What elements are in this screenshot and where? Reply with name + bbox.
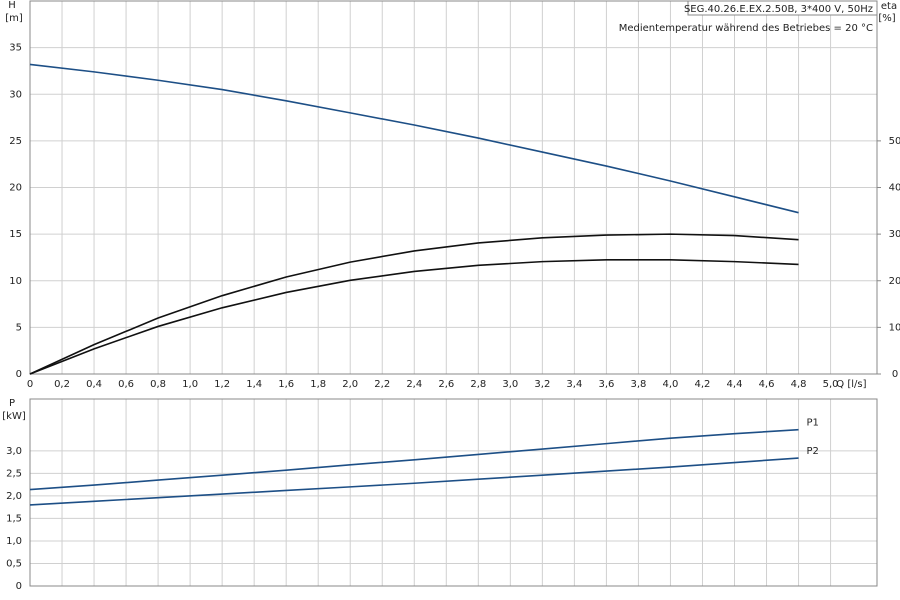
y-tick-label: 0	[16, 369, 22, 380]
y2-tick-label: 30	[889, 229, 900, 240]
x-tick-label: 5,0	[823, 379, 839, 390]
annotation: Medientemperatur während des Betriebes =…	[619, 23, 873, 34]
x-tick-label: 3,8	[630, 379, 646, 390]
series-label: P2	[807, 446, 819, 457]
y-tick-label: 10	[9, 276, 22, 287]
y2-tick-label: 40	[889, 183, 900, 194]
x-tick-label: 2,2	[374, 379, 390, 390]
series-line	[29, 63, 799, 214]
x-tick-label: 0,8	[150, 379, 166, 390]
x-tick-label: 0,6	[118, 379, 134, 390]
y2-tick-label: 50	[889, 136, 900, 147]
y-tick-label: 1,5	[6, 513, 22, 524]
x-tick-label: 3,4	[566, 379, 582, 390]
series-line	[29, 233, 799, 375]
y-axis-label: P	[9, 398, 15, 409]
x-tick-label: 2,6	[438, 379, 454, 390]
y-tick-label: 25	[9, 136, 22, 147]
series-label: P1	[807, 418, 819, 429]
y-tick-label: 0	[16, 581, 22, 592]
y-tick-label: 30	[9, 89, 22, 100]
x-tick-label: 1,6	[278, 379, 294, 390]
y2-axis-unit: [%]	[878, 13, 895, 24]
y2-tick-label: 0	[892, 369, 898, 380]
y2-axis-label: eta	[881, 1, 897, 12]
x-tick-label: 1,0	[182, 379, 198, 390]
y2-tick-label: 10	[889, 322, 900, 333]
x-tick-label: 2,4	[406, 379, 422, 390]
x-tick-label: 2,8	[470, 379, 486, 390]
x-tick-label: 0,4	[86, 379, 102, 390]
plot-frame	[29, 398, 878, 587]
x-tick-label: 1,4	[246, 379, 262, 390]
series-line	[29, 428, 799, 491]
y-tick-label: 15	[9, 229, 22, 240]
y-tick-label: 0,5	[6, 558, 22, 569]
x-tick-label: 0,2	[54, 379, 70, 390]
series-line	[29, 258, 799, 375]
title-box	[687, 0, 878, 16]
x-tick-label: 4,8	[791, 379, 807, 390]
x-axis-label: Q [l/s]	[836, 379, 866, 390]
x-tick-label: 4,4	[727, 379, 743, 390]
x-tick-label: 3,0	[502, 379, 518, 390]
y2-tick-label: 20	[889, 276, 900, 287]
plot-frame	[29, 0, 878, 375]
y-tick-label: 35	[9, 43, 22, 54]
y-axis-unit: [kW]	[2, 411, 26, 422]
x-tick-label: 3,6	[598, 379, 614, 390]
x-tick-label: 4,0	[663, 379, 679, 390]
y-tick-label: 2,0	[6, 491, 22, 502]
y-tick-label: 20	[9, 183, 22, 194]
series-line	[29, 457, 799, 506]
y-axis-unit: [m]	[5, 13, 23, 24]
y-axis-label: H	[8, 0, 16, 11]
x-tick-label: 4,2	[695, 379, 711, 390]
y-tick-label: 5	[16, 322, 22, 333]
y-tick-label: 3,0	[6, 446, 22, 457]
chart-title: SEG.40.26.E.EX.2.50B, 3*400 V, 50Hz	[684, 4, 873, 15]
x-tick-label: 2,0	[342, 379, 358, 390]
x-tick-label: 3,2	[534, 379, 550, 390]
x-tick-label: 0	[27, 379, 33, 390]
y-tick-label: 2,5	[6, 468, 22, 479]
x-tick-label: 1,8	[310, 379, 326, 390]
x-tick-label: 1,2	[214, 379, 230, 390]
y-tick-label: 1,0	[6, 536, 22, 547]
x-tick-label: 4,6	[759, 379, 775, 390]
